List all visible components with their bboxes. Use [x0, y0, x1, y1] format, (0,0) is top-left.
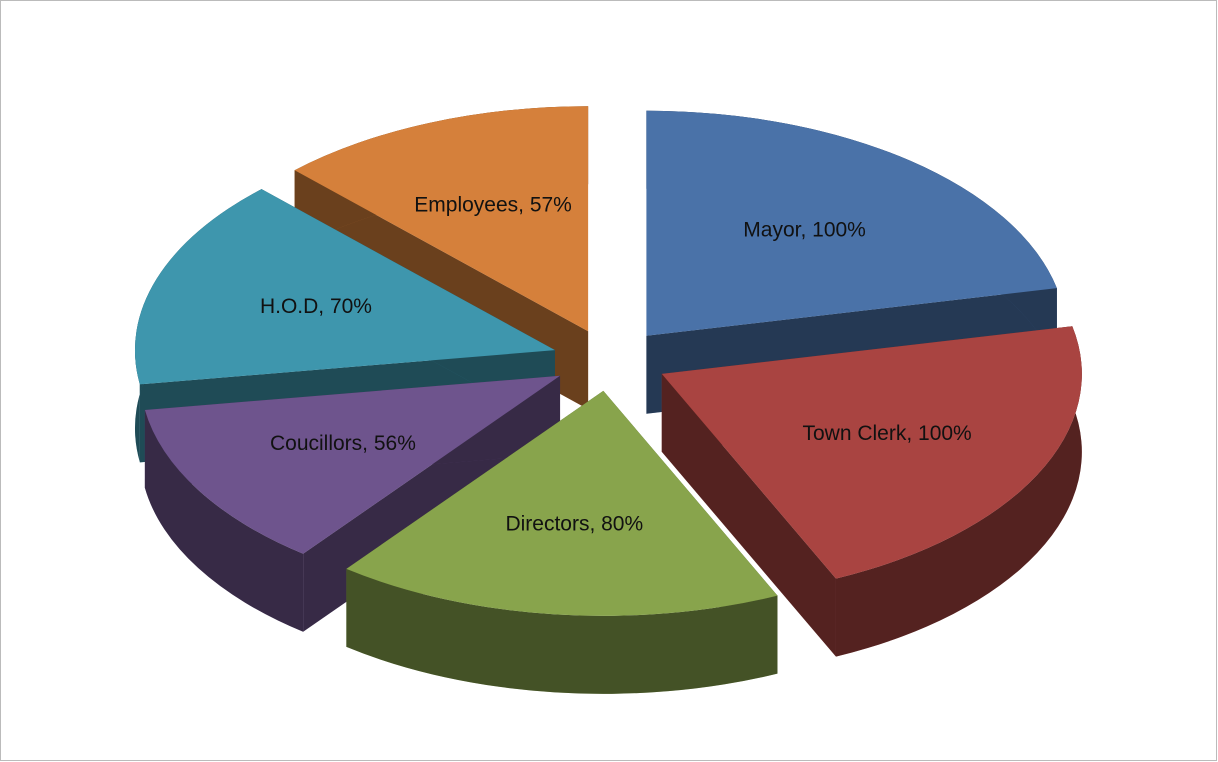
- slice-top: [134, 189, 555, 385]
- slice: [346, 390, 778, 694]
- slice-side-shade: [346, 568, 778, 694]
- data-label: Mayor, 100%: [743, 218, 866, 241]
- data-label: Directors, 80%: [505, 513, 643, 536]
- data-label: H.O.D, 70%: [260, 295, 372, 318]
- data-label: Coucillors, 56%: [270, 432, 416, 455]
- slice-side-shade: [661, 373, 836, 657]
- slice: [661, 326, 1082, 657]
- slice-top: [346, 390, 778, 616]
- slice-top: [294, 106, 589, 332]
- slice-top: [661, 326, 1082, 579]
- slice-side-shade: [835, 326, 1082, 657]
- slice-top: [646, 110, 1057, 336]
- slice-top: [144, 375, 561, 554]
- slice-side-shade: [144, 409, 304, 632]
- data-label: Employees, 57%: [414, 194, 572, 217]
- data-label: Town Clerk, 100%: [802, 422, 971, 445]
